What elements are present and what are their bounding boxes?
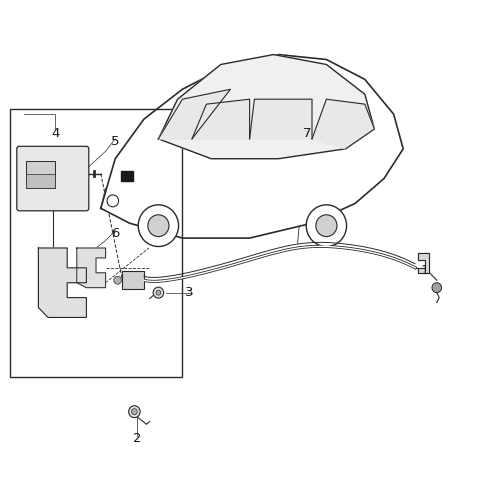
Circle shape (153, 287, 164, 298)
Bar (26, 174, 55, 188)
Circle shape (148, 215, 169, 237)
Circle shape (129, 406, 140, 418)
Polygon shape (38, 248, 86, 317)
Circle shape (114, 276, 121, 284)
FancyBboxPatch shape (17, 146, 89, 211)
Polygon shape (101, 55, 403, 238)
Circle shape (306, 205, 347, 247)
Text: 4: 4 (51, 127, 60, 140)
Polygon shape (158, 89, 230, 139)
Text: 3: 3 (185, 286, 194, 299)
Polygon shape (158, 55, 374, 159)
Polygon shape (312, 99, 374, 149)
Circle shape (316, 215, 337, 237)
Text: 5: 5 (111, 135, 120, 148)
Circle shape (132, 409, 137, 415)
Text: 1: 1 (420, 264, 429, 277)
Text: 7: 7 (303, 127, 312, 140)
Bar (122, 271, 144, 289)
Bar (121, 171, 133, 181)
Circle shape (432, 283, 442, 293)
Polygon shape (77, 248, 106, 288)
Circle shape (107, 195, 119, 207)
Bar (26, 161, 55, 188)
Circle shape (138, 205, 179, 247)
Circle shape (156, 290, 161, 295)
Polygon shape (192, 99, 250, 139)
Text: 6: 6 (111, 227, 120, 240)
Polygon shape (418, 253, 429, 273)
Text: 2: 2 (132, 433, 141, 445)
Polygon shape (250, 99, 312, 139)
Bar (10, 109, 182, 377)
